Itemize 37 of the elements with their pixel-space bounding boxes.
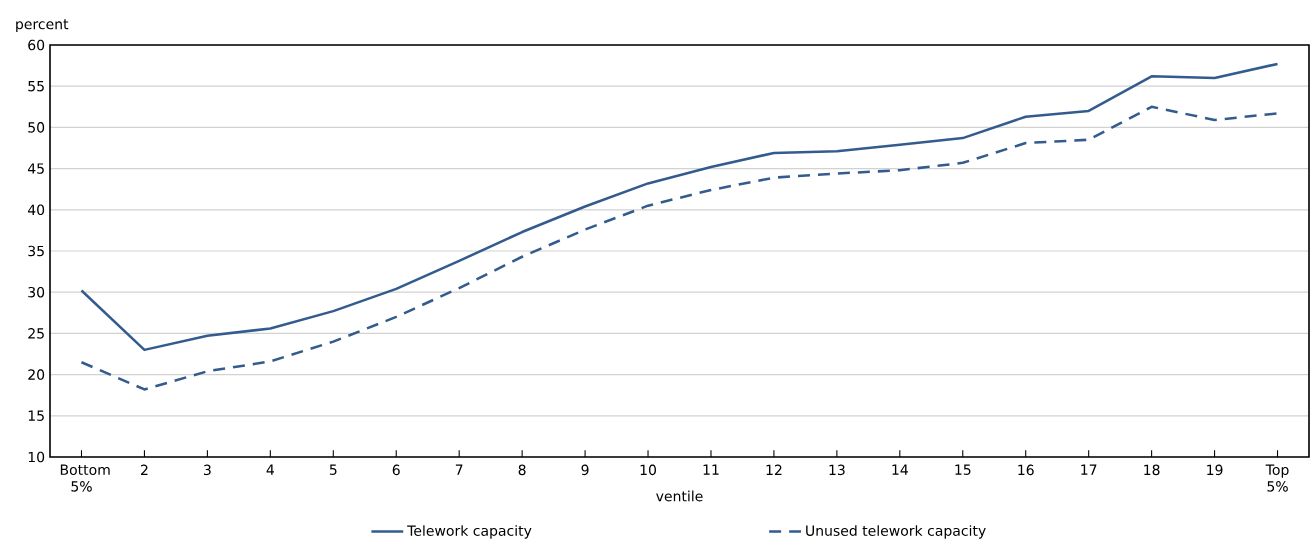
x-tick-label: Top 5% (1265, 464, 1289, 492)
legend-label: Telework capacity (407, 525, 532, 539)
x-tick-label: 4 (266, 464, 274, 475)
y-tick-label: 30 (28, 286, 45, 298)
x-tick-label: 16 (1018, 464, 1034, 476)
x-tick-label: 12 (766, 464, 782, 475)
x-tick-label: 18 (1144, 464, 1160, 476)
x-tick-label: 10 (640, 464, 656, 476)
y-tick-label: 15 (28, 410, 44, 421)
x-tick-label: 11 (703, 464, 719, 475)
x-tick-label: Bottom 5% (60, 464, 110, 492)
y-tick-label: 10 (28, 451, 45, 463)
x-tick-label: 19 (1207, 464, 1223, 476)
y-tick-label: 40 (27, 204, 45, 216)
y-tick-label: 20 (28, 369, 45, 380)
x-tick-label: 13 (829, 464, 845, 476)
x-tick-label: 6 (392, 464, 400, 476)
legend-label: Unused telework capacity (806, 525, 986, 539)
y-axis-title: percent (16, 19, 69, 33)
y-tick-label: 60 (28, 39, 45, 51)
y-tick-label: 55 (28, 80, 44, 92)
y-tick-label: 25 (28, 328, 44, 339)
x-tick-label: 15 (955, 464, 971, 475)
y-tick-label: 35 (28, 245, 44, 257)
y-tick-label: 50 (28, 122, 45, 133)
line-series (80, 62, 1279, 352)
x-tick-label: 5 (329, 464, 337, 475)
line-series (80, 105, 1279, 391)
x-tick-label: 9 (581, 464, 589, 476)
x-tick-label: 17 (1081, 464, 1097, 475)
x-tick-label: 8 (518, 464, 526, 476)
x-tick-label: 14 (892, 464, 908, 475)
x-tick-label: 2 (141, 464, 148, 475)
x-axis-title: ventile (656, 490, 703, 502)
x-tick-label: 3 (203, 464, 211, 476)
x-tick-label: 7 (455, 464, 463, 475)
y-tick-label: 45 (27, 163, 44, 174)
